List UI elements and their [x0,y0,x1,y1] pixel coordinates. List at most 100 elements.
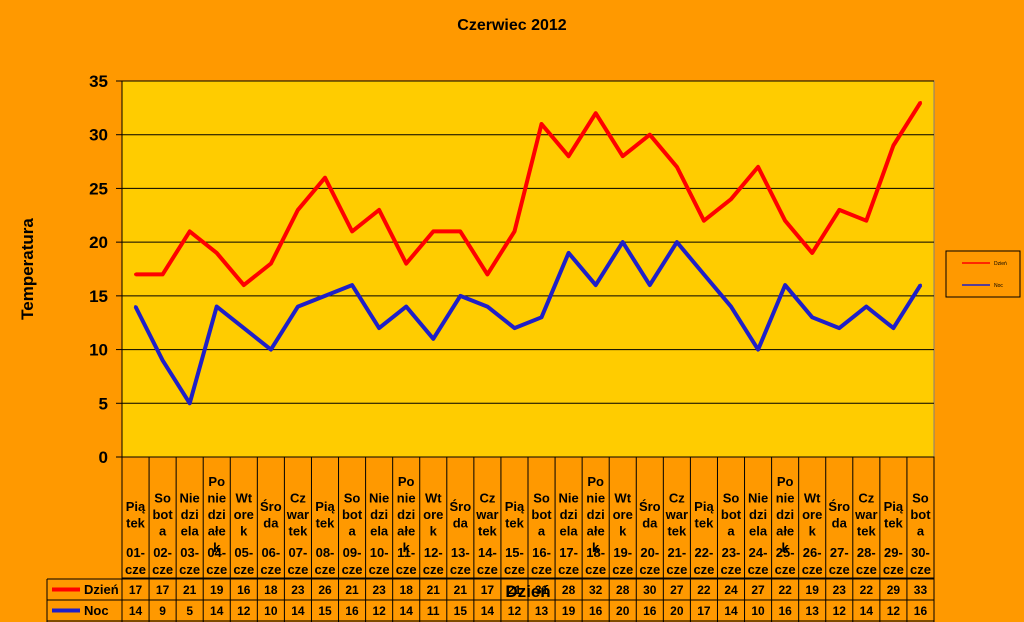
category-day-label: dzi [776,507,794,522]
table-cell-value: 20 [616,604,630,618]
category-day-label: war [665,507,688,522]
category-day-label: bot [721,507,742,522]
category-date-label: 10- [370,545,389,560]
category-date-label: cze [450,562,471,577]
category-day-label: k [619,524,627,539]
table-cell-value: 19 [562,604,576,618]
data-point [404,305,408,309]
category-date-label: 21- [667,545,686,560]
category-day-label: dzi [587,507,605,522]
data-point [594,283,598,287]
category-day-label: ałe [208,524,226,539]
table-cell-value: 14 [400,604,414,618]
category-date-label: 27- [830,545,849,560]
category-date-label: cze [477,562,498,577]
data-point [540,315,544,319]
category-day-label: dzi [181,507,199,522]
category-day-label: da [263,515,279,530]
category-day-label: da [832,515,848,530]
category-day-label: k [809,524,817,539]
table-cell-value: 14 [860,604,874,618]
data-point [864,219,868,223]
category-day-label: ela [560,524,579,539]
table-cell-value: 21 [427,583,441,597]
category-date-label: 07- [289,545,308,560]
table-cell-value: 27 [670,583,684,597]
table-cell-value: 17 [697,604,711,618]
data-point [188,401,192,405]
category-day-label: tek [884,515,904,530]
category-day-label: a [917,524,925,539]
category-day-label: da [453,515,469,530]
data-point [648,133,652,137]
category-day-label: Po [398,474,415,489]
data-point [296,208,300,212]
category-day-label: Pią [315,499,335,514]
category-day-label: So [344,491,361,506]
category-day-label: Cz [479,491,495,506]
table-cell-value: 13 [806,604,820,618]
data-point [810,315,814,319]
data-point [134,272,138,276]
data-point [512,229,516,233]
table-cell-value: 20 [670,604,684,618]
table-cell-value: 28 [616,583,630,597]
category-day-label: ałe [776,524,794,539]
data-point [918,283,922,287]
x-axis-title: Dzień [505,582,550,601]
series-line-dzien [135,101,923,288]
legend-label: Dzień [994,261,1007,267]
category-day-label: k [430,524,438,539]
table-cell-value: 14 [291,604,305,618]
category-date-label: cze [152,562,173,577]
category-day-label: Wt [804,491,821,506]
data-point [756,165,760,169]
data-point [377,326,381,330]
category-date-label: 25- [776,545,795,560]
category-day-label: Cz [290,491,306,506]
category-day-label: ore [802,507,822,522]
category-date-label: 09- [343,545,362,560]
data-point [512,326,516,330]
category-day-label: tek [505,515,525,530]
category-day-label: Po [208,474,225,489]
y-tick-label: 25 [89,179,108,198]
table-cell-value: 12 [372,604,386,618]
category-date-label: cze [910,562,931,577]
data-point [161,358,165,362]
category-date-label: cze [775,562,796,577]
category-date-label: cze [233,562,254,577]
data-point [567,154,571,158]
category-date-label: cze [666,562,687,577]
data-point [648,283,652,287]
table-cell-value: 15 [318,604,332,618]
category-date-label: cze [423,562,444,577]
data-point [864,305,868,309]
category-day-label: nie [586,491,605,506]
data-point [702,272,706,276]
y-tick-label: 0 [99,448,108,467]
category-date-label: 30- [911,545,930,560]
table-cell-value: 28 [562,583,576,597]
category-day-label: Nie [748,491,768,506]
category-date-label: 12- [424,545,443,560]
category-day-label: dzi [208,507,226,522]
table-cell-value: 18 [264,583,278,597]
table-cell-value: 23 [291,583,305,597]
category-date-label: 23- [722,545,741,560]
data-point [810,251,814,255]
category-day-label: a [538,524,546,539]
table-cell-value: 15 [454,604,468,618]
category-day-label: tek [857,524,877,539]
table-cell-value: 19 [806,583,820,597]
data-point [350,229,354,233]
category-date-label: cze [693,562,714,577]
category-date-label: cze [369,562,390,577]
category-day-label: k [592,540,600,555]
category-day-label: ałe [397,524,415,539]
table-cell-value: 16 [237,583,251,597]
category-date-label: 29- [884,545,903,560]
category-day-label: war [286,507,309,522]
series-line-noc [133,240,923,406]
category-date-label: 24- [749,545,768,560]
